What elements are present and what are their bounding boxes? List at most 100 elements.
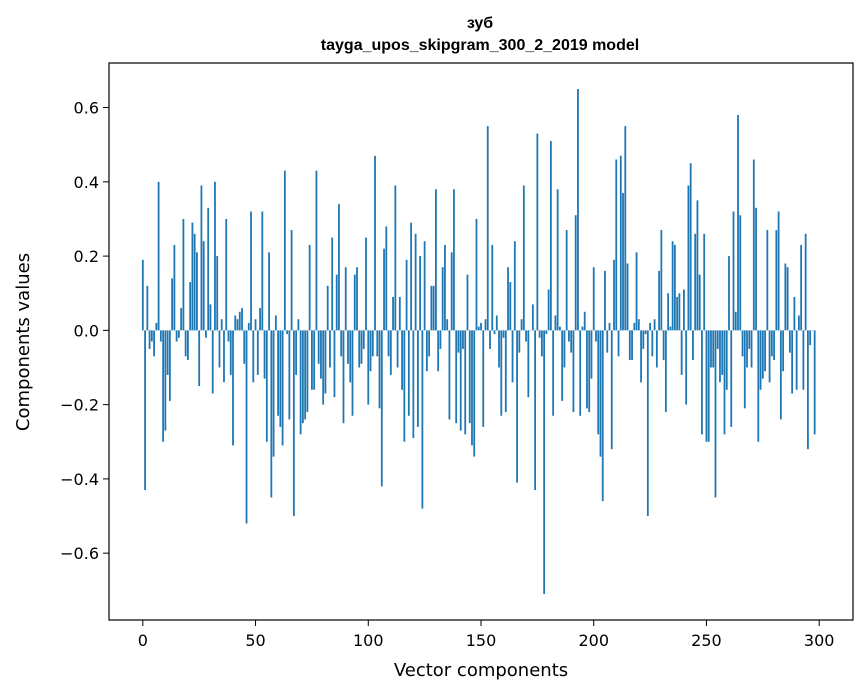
bar — [746, 330, 748, 368]
bar — [446, 319, 449, 331]
bar — [561, 330, 564, 401]
bar — [200, 185, 203, 331]
bar — [324, 330, 327, 394]
bar — [290, 230, 293, 331]
bar — [755, 207, 757, 331]
bar — [757, 330, 760, 442]
bar — [545, 330, 548, 335]
bar — [504, 330, 507, 413]
bar — [166, 330, 169, 375]
bar — [313, 330, 316, 390]
bar — [651, 330, 654, 357]
bar — [331, 237, 334, 331]
bar — [398, 296, 401, 331]
bar — [635, 252, 638, 331]
bar — [610, 330, 613, 450]
bar — [349, 330, 352, 383]
bar — [782, 330, 785, 372]
bar — [592, 267, 595, 331]
bar — [554, 315, 557, 331]
bar — [277, 330, 279, 416]
bar — [320, 330, 322, 379]
bar — [522, 185, 525, 331]
bar — [705, 330, 708, 442]
bar — [288, 330, 291, 420]
bar — [471, 330, 473, 446]
bar — [502, 330, 505, 338]
bar — [311, 330, 313, 390]
bar — [421, 330, 424, 509]
bar — [473, 330, 476, 457]
bar — [448, 330, 451, 420]
bar — [624, 126, 627, 331]
bar — [250, 211, 252, 331]
bar — [356, 267, 358, 331]
bar — [728, 256, 730, 331]
bar — [475, 218, 478, 331]
bar — [180, 308, 183, 331]
bar — [205, 330, 207, 338]
bar — [604, 270, 606, 331]
bar — [259, 308, 261, 331]
y-axis-label: Components values — [13, 253, 34, 431]
bar — [536, 133, 539, 331]
bar — [207, 207, 210, 331]
bar — [784, 263, 787, 331]
bar — [768, 330, 771, 383]
bar — [619, 155, 622, 331]
bar — [342, 330, 345, 424]
bar — [392, 296, 394, 331]
bar — [401, 330, 403, 390]
bar — [187, 330, 189, 361]
bar — [741, 330, 744, 357]
bar — [559, 326, 561, 331]
bar — [683, 289, 685, 331]
bar — [633, 322, 636, 331]
bar — [572, 330, 575, 413]
bar — [531, 304, 534, 331]
bar — [367, 330, 370, 405]
bar — [714, 330, 717, 498]
bar — [793, 296, 796, 331]
bar — [340, 330, 343, 357]
bar — [660, 230, 663, 331]
bar — [732, 211, 735, 331]
bar — [412, 330, 415, 439]
bar — [419, 256, 422, 331]
bar — [238, 311, 241, 331]
bar — [385, 226, 388, 331]
bar — [613, 259, 615, 331]
x-tick-label: 300 — [804, 631, 835, 650]
bar — [721, 330, 724, 375]
bar — [707, 330, 710, 442]
bar — [182, 218, 185, 331]
bar — [243, 330, 246, 364]
bar — [788, 330, 791, 353]
bar — [198, 330, 201, 387]
y-tick-label: 0.6 — [74, 99, 99, 118]
bar — [579, 330, 582, 416]
bar — [577, 88, 579, 331]
bar — [171, 278, 174, 331]
bar — [389, 330, 392, 375]
bar — [791, 330, 794, 394]
bar — [261, 211, 264, 331]
bar — [153, 330, 155, 357]
bar — [586, 330, 588, 409]
bar — [157, 181, 160, 331]
bar — [371, 330, 374, 357]
bar — [698, 274, 701, 331]
bar — [414, 233, 417, 331]
bar — [595, 330, 597, 342]
bar — [658, 270, 661, 331]
bar — [655, 330, 658, 368]
bar — [534, 330, 537, 491]
bar — [813, 330, 816, 435]
bar — [439, 330, 442, 349]
bar — [678, 293, 681, 331]
bar — [662, 330, 665, 361]
bar — [509, 282, 512, 331]
bar — [540, 330, 543, 357]
bar — [795, 330, 798, 390]
bar — [177, 330, 180, 338]
